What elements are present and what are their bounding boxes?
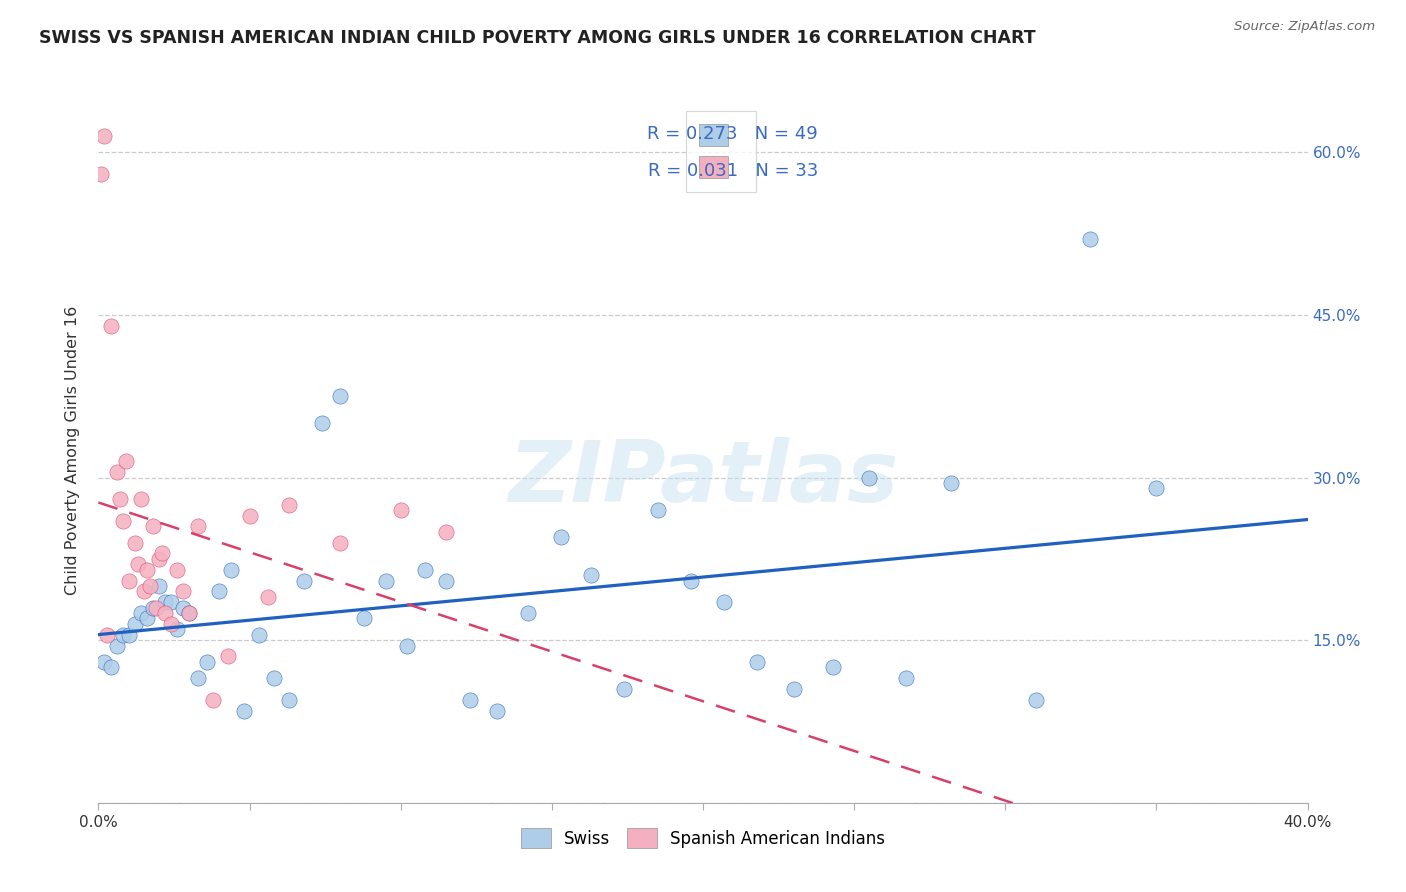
Point	[821, 660, 844, 674]
Point	[217, 649, 239, 664]
Point	[105, 465, 128, 479]
Point	[458, 693, 481, 707]
Point	[179, 606, 201, 620]
Point	[142, 519, 165, 533]
Point	[124, 535, 146, 549]
Point	[353, 611, 375, 625]
Point	[96, 628, 118, 642]
Point	[148, 552, 170, 566]
Point	[145, 600, 167, 615]
Point	[389, 503, 412, 517]
Legend: Swiss, Spanish American Indians: Swiss, Spanish American Indians	[515, 822, 891, 855]
Point	[277, 498, 299, 512]
Point	[150, 546, 173, 560]
Point	[195, 655, 218, 669]
Point	[647, 503, 669, 517]
Point	[256, 590, 278, 604]
Point	[221, 563, 243, 577]
Point	[172, 600, 194, 615]
Point	[292, 574, 315, 588]
Point	[90, 167, 112, 181]
Point	[208, 584, 231, 599]
Text: SWISS VS SPANISH AMERICAN INDIAN CHILD POVERTY AMONG GIRLS UNDER 16 CORRELATION : SWISS VS SPANISH AMERICAN INDIAN CHILD P…	[39, 29, 1036, 46]
Point	[263, 671, 285, 685]
Point	[939, 475, 962, 490]
Point	[129, 492, 152, 507]
Point	[202, 693, 225, 707]
Y-axis label: Child Poverty Among Girls Under 16: Child Poverty Among Girls Under 16	[65, 306, 80, 595]
Point	[747, 655, 769, 669]
Point	[232, 704, 254, 718]
Point	[93, 129, 115, 144]
Point	[434, 524, 457, 539]
Point	[135, 563, 157, 577]
Point	[111, 628, 134, 642]
Point	[166, 623, 188, 637]
Point	[172, 584, 194, 599]
Point	[395, 639, 418, 653]
Point	[132, 584, 155, 599]
Point	[124, 616, 146, 631]
Point	[142, 600, 165, 615]
Point	[139, 579, 162, 593]
Point	[894, 671, 917, 685]
Point	[329, 389, 352, 403]
Point	[329, 535, 352, 549]
Point	[93, 655, 115, 669]
Point	[1078, 232, 1101, 246]
Point	[713, 595, 735, 609]
Point	[550, 530, 572, 544]
Point	[434, 574, 457, 588]
Point	[160, 616, 183, 631]
Point	[100, 660, 122, 674]
Text: R = 0.273   N = 49: R = 0.273 N = 49	[648, 125, 818, 144]
Point	[579, 568, 602, 582]
Point	[118, 628, 141, 642]
Point	[486, 704, 509, 718]
Point	[127, 558, 149, 572]
Point	[129, 606, 152, 620]
Point	[247, 628, 270, 642]
Point	[166, 563, 188, 577]
Point	[105, 639, 128, 653]
Point	[783, 681, 806, 696]
Text: ZIPatlas: ZIPatlas	[508, 437, 898, 520]
Point	[1024, 693, 1046, 707]
Point	[179, 606, 201, 620]
Point	[160, 595, 183, 609]
Point	[187, 671, 209, 685]
Point	[1144, 482, 1167, 496]
Text: R = 0.031   N = 33: R = 0.031 N = 33	[648, 161, 818, 180]
Point	[148, 579, 170, 593]
Point	[187, 519, 209, 533]
Point	[239, 508, 262, 523]
Point	[413, 563, 436, 577]
Point	[111, 514, 134, 528]
Point	[613, 681, 636, 696]
Point	[277, 693, 299, 707]
Point	[108, 492, 131, 507]
Point	[374, 574, 396, 588]
Point	[516, 606, 538, 620]
Point	[153, 606, 176, 620]
Point	[114, 454, 136, 468]
Point	[858, 470, 880, 484]
Point	[135, 611, 157, 625]
Point	[311, 417, 333, 431]
Text: Source: ZipAtlas.com: Source: ZipAtlas.com	[1234, 20, 1375, 33]
Point	[679, 574, 702, 588]
Point	[118, 574, 141, 588]
Point	[100, 318, 122, 333]
Point	[153, 595, 176, 609]
